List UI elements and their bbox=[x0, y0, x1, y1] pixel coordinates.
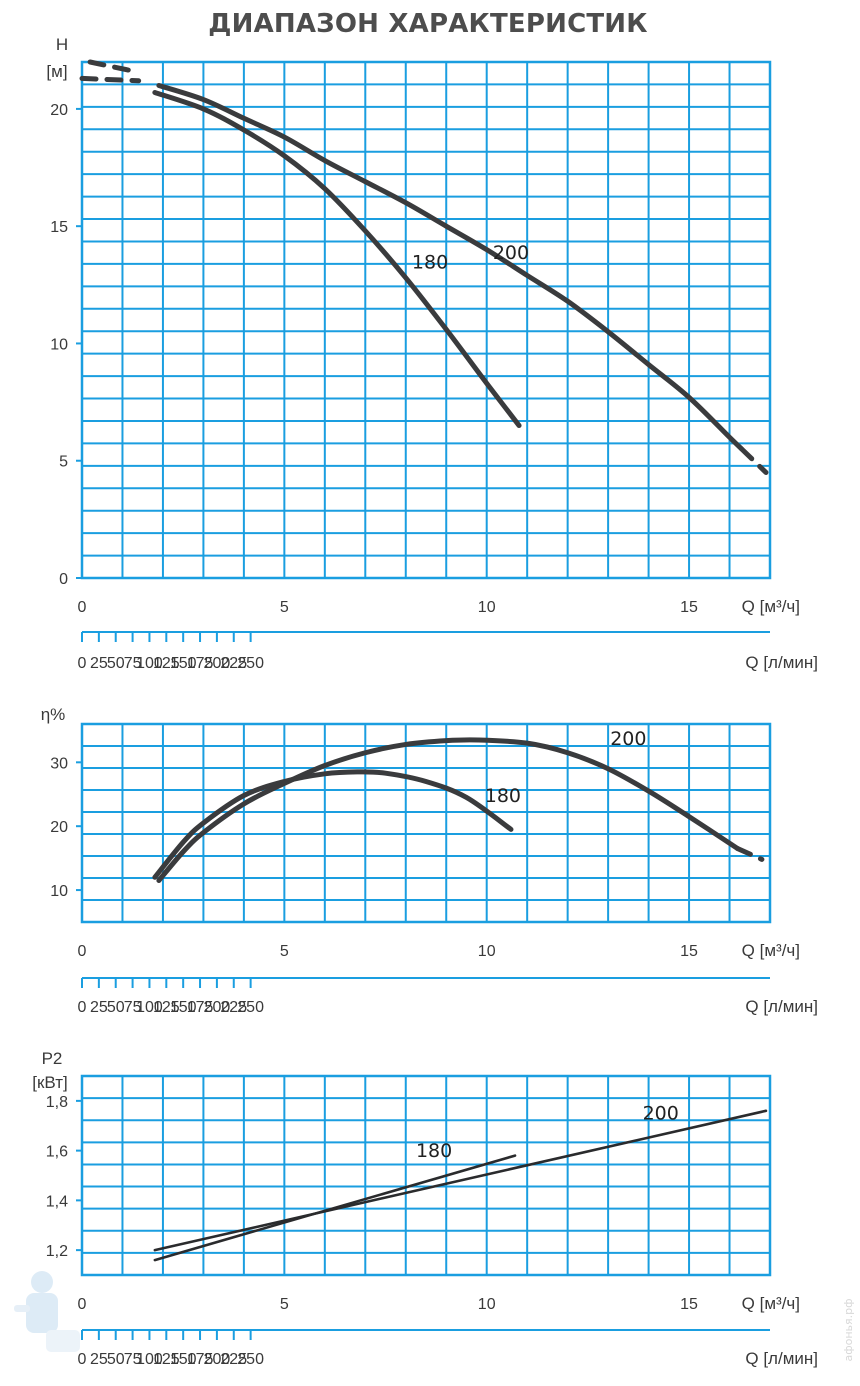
x-tick-label-m3h: 15 bbox=[680, 1296, 698, 1313]
x-tick-label-m3h: 5 bbox=[280, 599, 289, 616]
grid bbox=[82, 724, 770, 922]
x-tick-label-lmin: 100 bbox=[136, 999, 163, 1016]
x-tick-label-lmin: 100 bbox=[136, 655, 163, 672]
series-label-200: 200 bbox=[493, 242, 529, 264]
series-dashed-200 bbox=[87, 59, 138, 74]
x-tick-label-lmin: 50 bbox=[107, 1351, 125, 1368]
x-tick-label-lmin: 25 bbox=[90, 655, 108, 672]
series-label-180: 180 bbox=[416, 1140, 452, 1162]
series-label-180: 180 bbox=[485, 785, 521, 807]
y-tick-label: 5 bbox=[59, 454, 68, 471]
x-tick-label-lmin: 225 bbox=[220, 655, 247, 672]
x-tick-label-lmin: 100 bbox=[136, 1351, 163, 1368]
x-axis-label-m3h: Q [м³/ч] bbox=[742, 941, 800, 960]
grid bbox=[82, 1076, 770, 1275]
x-tick-label-m3h: 0 bbox=[78, 599, 87, 616]
series-label-200: 200 bbox=[610, 728, 646, 750]
y-axis-unit: [кВт] bbox=[32, 1073, 67, 1092]
x-tick-label-lmin: 125 bbox=[153, 655, 180, 672]
x-tick-label-lmin: 200 bbox=[204, 999, 231, 1016]
page-title: ДИАПАЗОН ХАРАКТЕРИСТИК bbox=[208, 9, 647, 39]
x-tick-label-lmin: 175 bbox=[187, 999, 214, 1016]
x-axis-label-lmin: Q [л/мин] bbox=[745, 653, 818, 672]
x-tick-label-lmin: 250 bbox=[237, 999, 264, 1016]
x-tick-label-lmin: 125 bbox=[153, 999, 180, 1016]
x-tick-label-m3h: 10 bbox=[478, 599, 496, 616]
x-tick-label-lmin: 0 bbox=[78, 999, 87, 1016]
series-line-200 bbox=[156, 737, 741, 883]
x-axis-label-m3h: Q [м³/ч] bbox=[742, 1294, 800, 1313]
x-tick-label-lmin: 75 bbox=[124, 1351, 142, 1368]
x-tick-label-m3h: 10 bbox=[478, 1296, 496, 1313]
x-tick-label-m3h: 5 bbox=[280, 943, 289, 960]
x-axis-label-m3h: Q [м³/ч] bbox=[742, 597, 800, 616]
y-axis-label: H bbox=[56, 35, 68, 54]
y-axis-unit: [м] bbox=[46, 62, 67, 81]
series-label-180: 180 bbox=[412, 251, 448, 273]
y-tick-label: 1,2 bbox=[46, 1243, 68, 1260]
x-tick-label-m3h: 0 bbox=[78, 943, 87, 960]
x-tick-label-lmin: 0 bbox=[78, 655, 87, 672]
x-tick-label-m3h: 5 bbox=[280, 1296, 289, 1313]
grid bbox=[82, 62, 770, 578]
x-tick-label-lmin: 150 bbox=[170, 1351, 197, 1368]
y-axis-label: P2 bbox=[42, 1049, 63, 1068]
series-dashed-200 bbox=[739, 446, 769, 475]
x-tick-label-m3h: 0 bbox=[78, 1296, 87, 1313]
x-tick-label-lmin: 125 bbox=[153, 1351, 180, 1368]
x-tick-label-lmin: 200 bbox=[204, 655, 231, 672]
x-tick-label-lmin: 75 bbox=[124, 655, 142, 672]
y-tick-label: 1,4 bbox=[46, 1193, 68, 1210]
mascot-icon bbox=[14, 1271, 80, 1352]
x-tick-label-lmin: 150 bbox=[170, 999, 197, 1016]
x-tick-label-lmin: 225 bbox=[220, 1351, 247, 1368]
x-tick-label-lmin: 25 bbox=[90, 999, 108, 1016]
plot-frame bbox=[80, 722, 772, 924]
y-tick-label: 0 bbox=[59, 571, 68, 588]
y-tick-label: 1,8 bbox=[46, 1094, 68, 1111]
y-tick-label: 15 bbox=[50, 219, 68, 236]
x-tick-label-lmin: 25 bbox=[90, 1351, 108, 1368]
series-line-180 bbox=[152, 769, 514, 880]
x-axis-label-lmin: Q [л/мин] bbox=[745, 997, 818, 1016]
x-tick-label-lmin: 175 bbox=[187, 1351, 214, 1368]
y-tick-label: 20 bbox=[50, 102, 68, 119]
watermark: афонья.рф bbox=[842, 1298, 855, 1361]
series-line-200 bbox=[153, 1109, 768, 1252]
y-axis-label: η% bbox=[41, 705, 66, 724]
x-tick-label-lmin: 150 bbox=[170, 655, 197, 672]
x-tick-label-lmin: 225 bbox=[220, 999, 247, 1016]
power-chart: 1,21,41,61,8P2[кВт]0 5 10 15 Q [м³/ч]0 25 50 75… bbox=[32, 1049, 818, 1368]
x-tick-label-m3h: 15 bbox=[680, 943, 698, 960]
series-dashed-180 bbox=[79, 75, 142, 84]
y-tick-label: 1,6 bbox=[46, 1144, 68, 1161]
x-tick-label-lmin: 175 bbox=[187, 655, 214, 672]
x-tick-label-lmin: 50 bbox=[107, 999, 125, 1016]
x-tick-label-lmin: 50 bbox=[107, 655, 125, 672]
x-axis-label-lmin: Q [л/мин] bbox=[745, 1349, 818, 1368]
x-tick-label-lmin: 75 bbox=[124, 999, 142, 1016]
series-label-200: 200 bbox=[643, 1103, 679, 1125]
y-tick-label: 20 bbox=[50, 819, 68, 836]
plot-frame bbox=[80, 60, 772, 580]
series-line-200 bbox=[156, 82, 745, 452]
x-tick-label-lmin: 250 bbox=[237, 655, 264, 672]
plot-frame bbox=[80, 1074, 772, 1277]
y-tick-label: 10 bbox=[50, 336, 68, 353]
x-tick-label-m3h: 10 bbox=[478, 943, 496, 960]
x-tick-label-lmin: 0 bbox=[78, 1351, 87, 1368]
series-dashed-200 bbox=[735, 846, 765, 862]
x-tick-label-lmin: 200 bbox=[204, 1351, 231, 1368]
y-tick-label: 10 bbox=[50, 883, 68, 900]
x-tick-label-m3h: 15 bbox=[680, 599, 698, 616]
series-line-180 bbox=[152, 89, 522, 429]
y-tick-label: 30 bbox=[50, 755, 68, 772]
x-tick-label-lmin: 250 bbox=[237, 1351, 264, 1368]
